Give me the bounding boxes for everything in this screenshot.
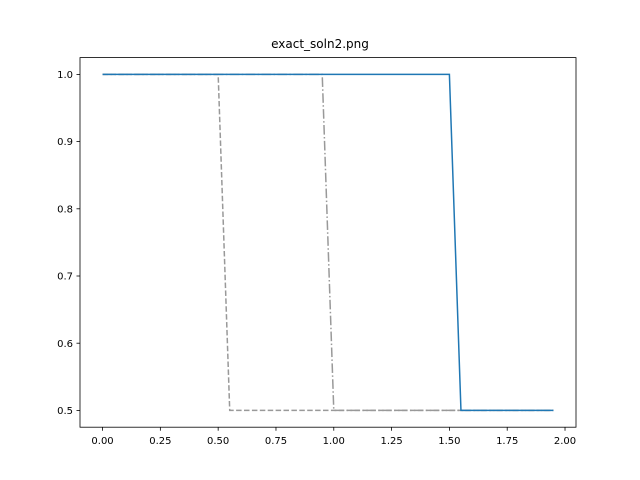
x-axis: 0.00 0.25 0.50 0.75 1.00 1.25 1.50 1.75 2.00 bbox=[91, 427, 576, 447]
x-tick-label: 0.75 bbox=[265, 436, 287, 447]
series-layer bbox=[102, 73, 554, 412]
y-tick-label: 0.9 bbox=[57, 137, 73, 148]
x-tick-label: 0.00 bbox=[91, 436, 113, 447]
series-line-dashdot bbox=[102, 73, 554, 412]
plot-frame bbox=[79, 57, 577, 428]
chart-title: exact_soln2.png bbox=[271, 37, 369, 51]
series-line-solid bbox=[102, 73, 554, 412]
y-tick-label: 0.5 bbox=[57, 406, 73, 417]
x-tick-label: 1.25 bbox=[380, 436, 402, 447]
x-tick-label: 2.00 bbox=[554, 436, 576, 447]
y-tick-label: 0.8 bbox=[57, 204, 73, 215]
y-tick-label: 0.7 bbox=[57, 272, 73, 283]
y-axis: 0.5 0.6 0.7 0.8 0.9 1.0 bbox=[57, 70, 80, 417]
x-tick-label: 1.50 bbox=[438, 436, 460, 447]
x-tick-label: 0.50 bbox=[207, 436, 229, 447]
x-tick-label: 1.75 bbox=[496, 436, 518, 447]
x-tick-label: 0.25 bbox=[149, 436, 171, 447]
x-tick-label: 1.00 bbox=[323, 436, 345, 447]
y-tick-label: 0.6 bbox=[57, 339, 73, 350]
y-tick-label: 1.0 bbox=[57, 70, 73, 81]
